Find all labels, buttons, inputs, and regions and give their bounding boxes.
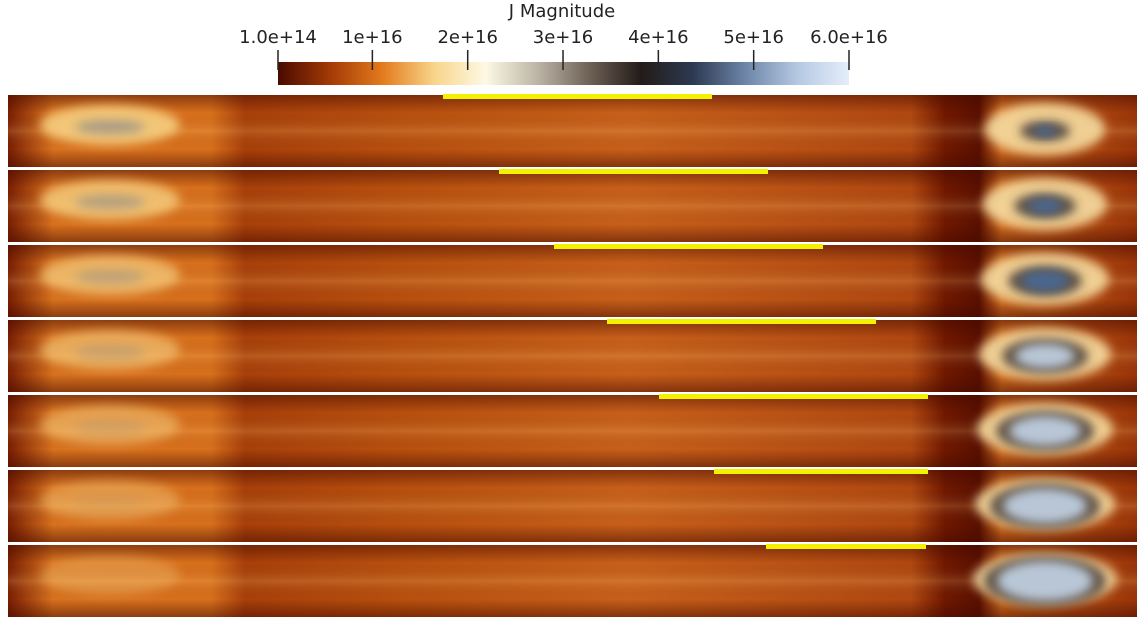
position-bar xyxy=(766,544,926,549)
colorbar-tick-label: 2e+16 xyxy=(437,27,498,48)
field-shade xyxy=(8,245,1137,317)
left-hotspot xyxy=(40,555,180,595)
colorbar-tick-label: 1.0e+14 xyxy=(239,27,317,48)
position-bar xyxy=(443,94,712,99)
position-bar xyxy=(554,244,823,249)
colorbar-tick-label: 3e+16 xyxy=(533,27,594,48)
field-shade xyxy=(8,170,1137,242)
colorbar-title: J Magnitude xyxy=(508,1,615,22)
right-core-blue xyxy=(1009,416,1081,446)
colorbar-tick-label: 5e+16 xyxy=(723,27,784,48)
left-core xyxy=(75,195,145,209)
position-bar xyxy=(714,469,928,474)
left-core xyxy=(75,120,145,134)
left-core xyxy=(75,495,145,509)
colorbar xyxy=(278,62,849,85)
position-bar xyxy=(607,319,876,324)
right-core-blue xyxy=(1003,488,1087,524)
colorbar-tick-label: 1e+16 xyxy=(342,27,403,48)
field-shade xyxy=(8,95,1137,167)
colorbar-tick-label: 4e+16 xyxy=(628,27,689,48)
left-core xyxy=(75,345,145,359)
field-shade xyxy=(8,395,1137,467)
field-shade xyxy=(8,545,1137,617)
left-core xyxy=(75,270,145,284)
right-core-blue xyxy=(997,561,1093,601)
left-core xyxy=(75,420,145,434)
position-bar xyxy=(659,394,928,399)
right-core-blue xyxy=(1033,126,1057,136)
right-core-blue xyxy=(1027,198,1063,214)
right-core-blue xyxy=(1021,271,1069,291)
field-shade xyxy=(8,470,1137,542)
colorbar-tick-label: 6.0e+16 xyxy=(810,27,888,48)
panels xyxy=(8,94,1137,617)
right-core-blue xyxy=(1015,343,1075,369)
field-shade xyxy=(8,320,1137,392)
position-bar xyxy=(499,169,768,174)
